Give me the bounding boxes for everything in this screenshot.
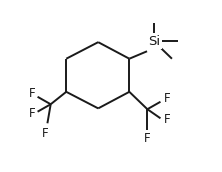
Text: F: F bbox=[42, 127, 48, 140]
Text: Si: Si bbox=[148, 35, 160, 48]
Text: F: F bbox=[164, 92, 170, 105]
Text: F: F bbox=[144, 132, 151, 145]
Text: F: F bbox=[164, 114, 170, 126]
Text: F: F bbox=[29, 107, 36, 120]
Text: F: F bbox=[29, 87, 36, 100]
